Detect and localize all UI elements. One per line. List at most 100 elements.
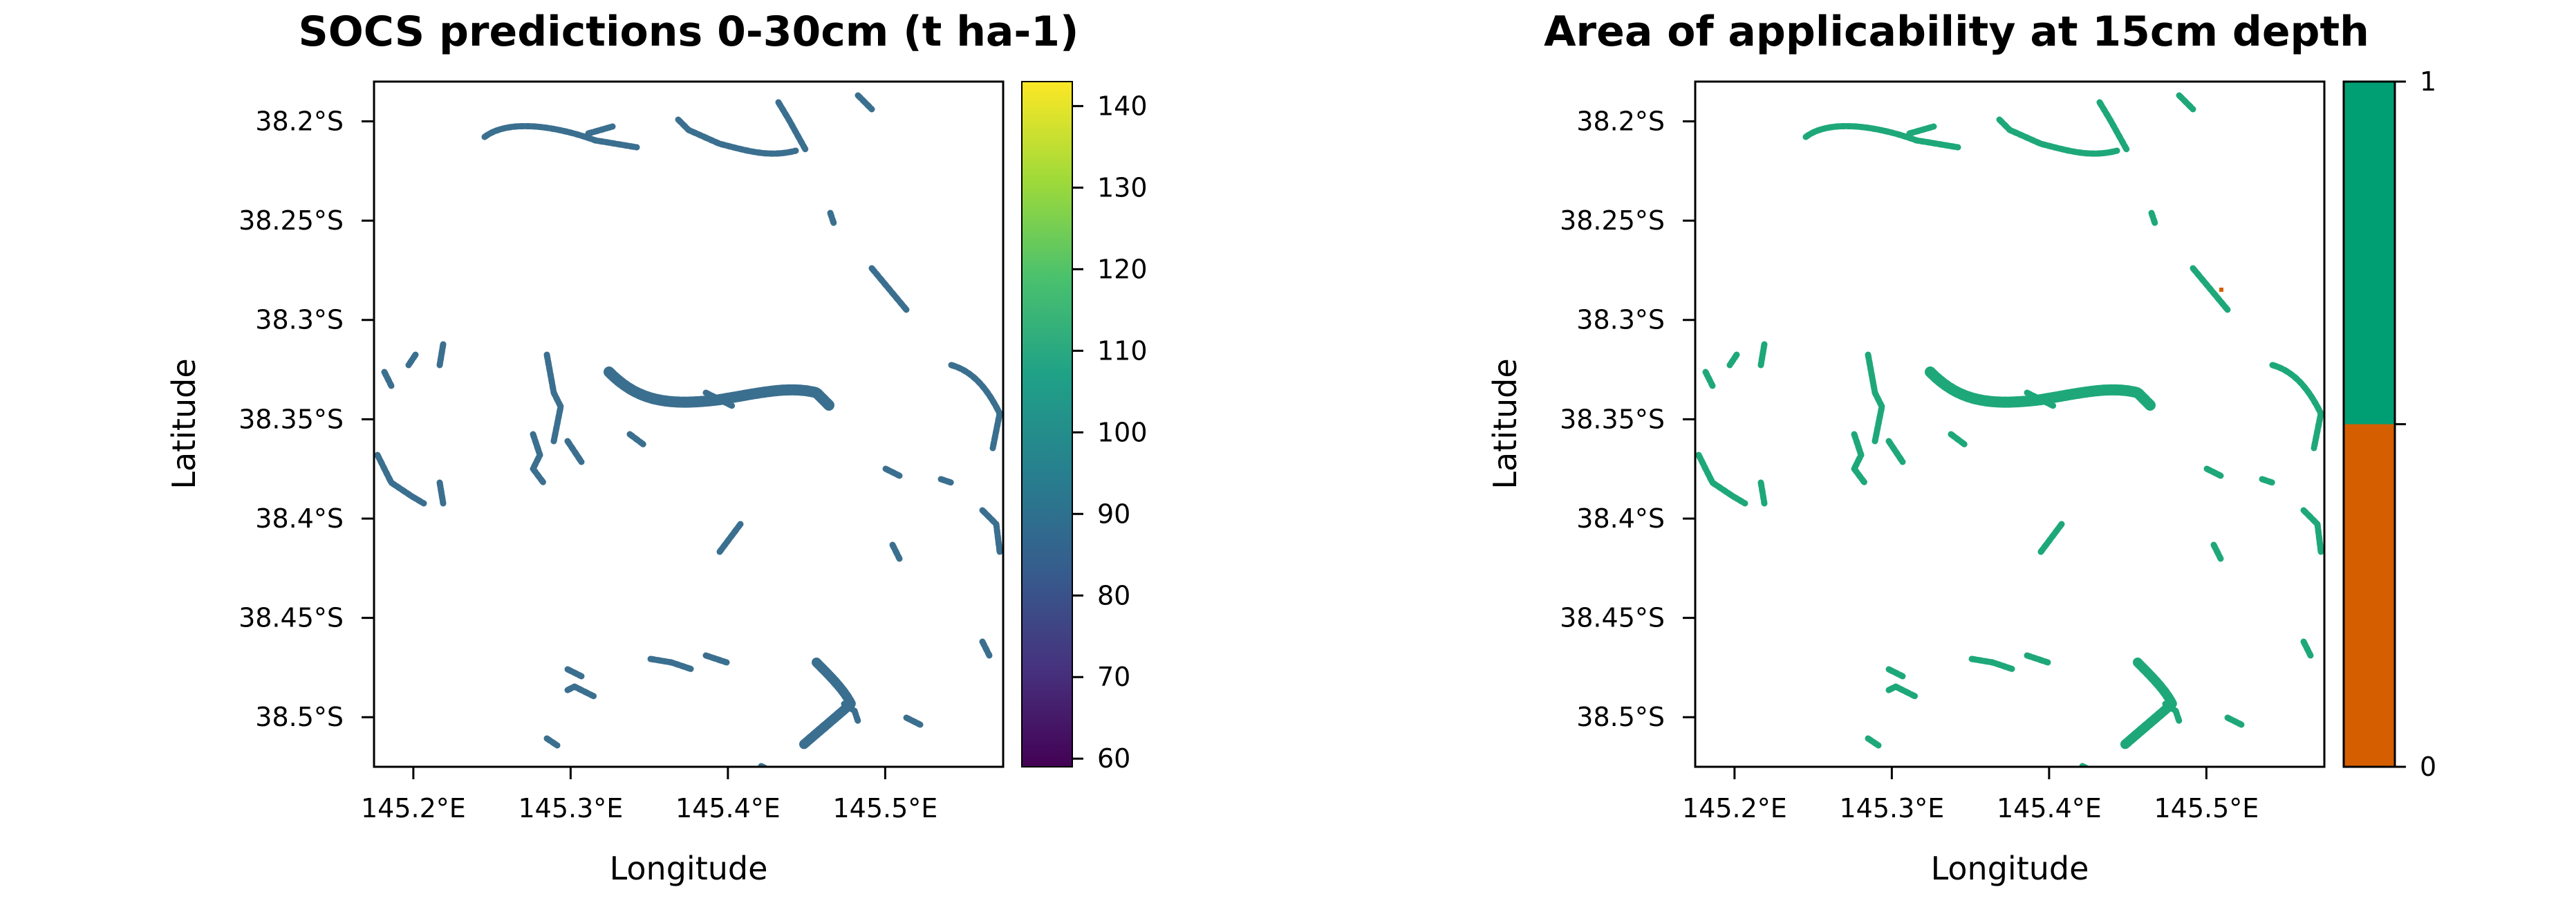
raster-patch	[647, 655, 696, 673]
raster-patch	[979, 638, 993, 659]
raster-patch	[2300, 507, 2324, 555]
legend-label: 1	[2420, 66, 2436, 97]
y-axis: 38.2°S 38.25°S 38.3°S 38.35°S 38.4°S 38.45°S 3…	[239, 106, 374, 732]
raster-patch	[702, 389, 737, 410]
raster-patch	[564, 666, 585, 680]
raster-patch	[509, 780, 519, 783]
raster-patch	[2037, 521, 2065, 555]
raster-cells	[374, 92, 1003, 783]
y-axis-label: Latitude	[165, 358, 203, 489]
y-tick-label: 38.5°S	[255, 702, 344, 732]
raster-patch	[2203, 465, 2224, 479]
x-tick-label: 145.3°E	[518, 793, 623, 824]
y-tick-label: 38.25°S	[1560, 205, 1665, 236]
raster-patch	[2259, 476, 2276, 486]
x-axis-label: Longitude	[1931, 850, 2089, 887]
colorbar-tick-label: 80	[1097, 580, 1130, 611]
x-tick-label: 145.2°E	[361, 793, 466, 824]
raster-patch	[1726, 351, 1740, 369]
y-tick-label: 38.4°S	[1576, 503, 1665, 534]
raster-patch	[1986, 780, 1999, 787]
colorbar-tick-label: 120	[1097, 254, 1148, 284]
raster-patch	[374, 452, 427, 507]
raster-patch	[1903, 773, 1944, 780]
raster-patch	[855, 92, 875, 113]
raster-patch	[381, 369, 395, 389]
plot-frame	[373, 80, 1005, 768]
raster-patch	[889, 541, 903, 562]
x-tick-label: 145.4°E	[1997, 793, 2102, 824]
y-axis-label: Latitude	[1486, 358, 1524, 489]
raster-patch	[1885, 683, 1920, 700]
class-legend: 10	[2342, 66, 2436, 782]
raster-patch	[543, 735, 561, 749]
raster-patch	[1830, 780, 1840, 783]
raster-patch	[2024, 389, 2058, 410]
legend-swatch-1	[2344, 82, 2395, 425]
raster-patch	[530, 431, 547, 486]
y-tick-label: 38.45°S	[1560, 603, 1665, 633]
raster-patch	[581, 773, 623, 780]
colorbar-tick-label: 140	[1097, 91, 1148, 121]
raster-patch	[1799, 773, 1806, 776]
x-tick-label: 145.2°E	[1682, 793, 1787, 824]
y-tick-label: 38.25°S	[239, 205, 344, 236]
raster-patch	[1968, 655, 2017, 673]
raster-patch	[1996, 116, 2120, 157]
raster-patch	[675, 116, 799, 157]
raster-patch	[841, 700, 861, 725]
y-tick-label: 38.2°S	[255, 106, 344, 136]
legend-swatch-0	[2344, 424, 2395, 767]
colorbar-ticks: 60 70 80 90 100 110 120 130 140	[1072, 91, 1148, 774]
raster-patch	[543, 351, 564, 445]
x-axis-label: Longitude	[610, 850, 768, 887]
y-tick-label: 38.4°S	[255, 503, 344, 534]
raster-patch	[1695, 452, 1748, 507]
raster-patch	[2224, 714, 2245, 728]
y-tick-label: 38.5°S	[1576, 702, 1665, 732]
raster-patch	[1702, 780, 1709, 787]
raster-patch	[564, 683, 599, 700]
raster-patch	[1802, 122, 1961, 151]
raster-patch	[775, 99, 810, 154]
colorbar-gradient	[1021, 81, 1073, 768]
x-tick-label: 145.3°E	[1839, 793, 1944, 824]
raster-patch	[979, 507, 1003, 555]
colorbar-tick-label: 130	[1097, 172, 1148, 203]
raster-patch	[478, 773, 485, 776]
raster-patch	[868, 265, 910, 313]
legend-label: 0	[2420, 752, 2436, 782]
raster-patch	[2096, 99, 2131, 154]
x-axis: 145.2°E 145.3°E 145.4°E 145.5°E	[1682, 767, 2259, 824]
outside-aoa-cell	[2219, 288, 2223, 292]
colorbar-tick-label: 90	[1097, 499, 1130, 529]
raster-patch	[1865, 735, 1882, 749]
raster-patch	[1948, 431, 1968, 448]
raster-patch	[1885, 438, 1906, 465]
raster-patch	[2190, 265, 2231, 313]
y-axis: 38.2°S 38.25°S 38.3°S 38.35°S 38.4°S 38.45°S 3…	[1560, 106, 1695, 732]
raster-patch	[882, 465, 903, 479]
raster-patch	[1757, 479, 1768, 507]
colorbar-tick-label: 100	[1097, 417, 1148, 447]
raster-patch	[2024, 652, 2051, 666]
x-axis: 145.2°E 145.3°E 145.4°E 145.5°E	[361, 767, 937, 824]
raster-patch	[481, 122, 640, 151]
raster-patch	[1757, 341, 1768, 369]
raster-patch	[798, 658, 856, 750]
x-tick-label: 145.5°E	[2154, 793, 2259, 824]
raster-patch	[827, 210, 837, 227]
raster-patch	[1865, 351, 1885, 445]
raster-patch	[948, 362, 1003, 452]
raster-patch	[1851, 431, 1868, 486]
y-tick-label: 38.45°S	[239, 603, 344, 633]
raster-patch	[405, 351, 419, 369]
colorbar-tick-label: 70	[1097, 662, 1130, 692]
raster-patch	[903, 714, 924, 728]
raster-patch	[2210, 541, 2224, 562]
raster-patch	[2176, 92, 2196, 113]
colorbar-tick-label: 60	[1097, 743, 1130, 774]
y-tick-label: 38.3°S	[1576, 305, 1665, 335]
raster-patch	[564, 438, 585, 465]
chart-title: Area of applicability at 15cm depth	[1544, 8, 2369, 56]
